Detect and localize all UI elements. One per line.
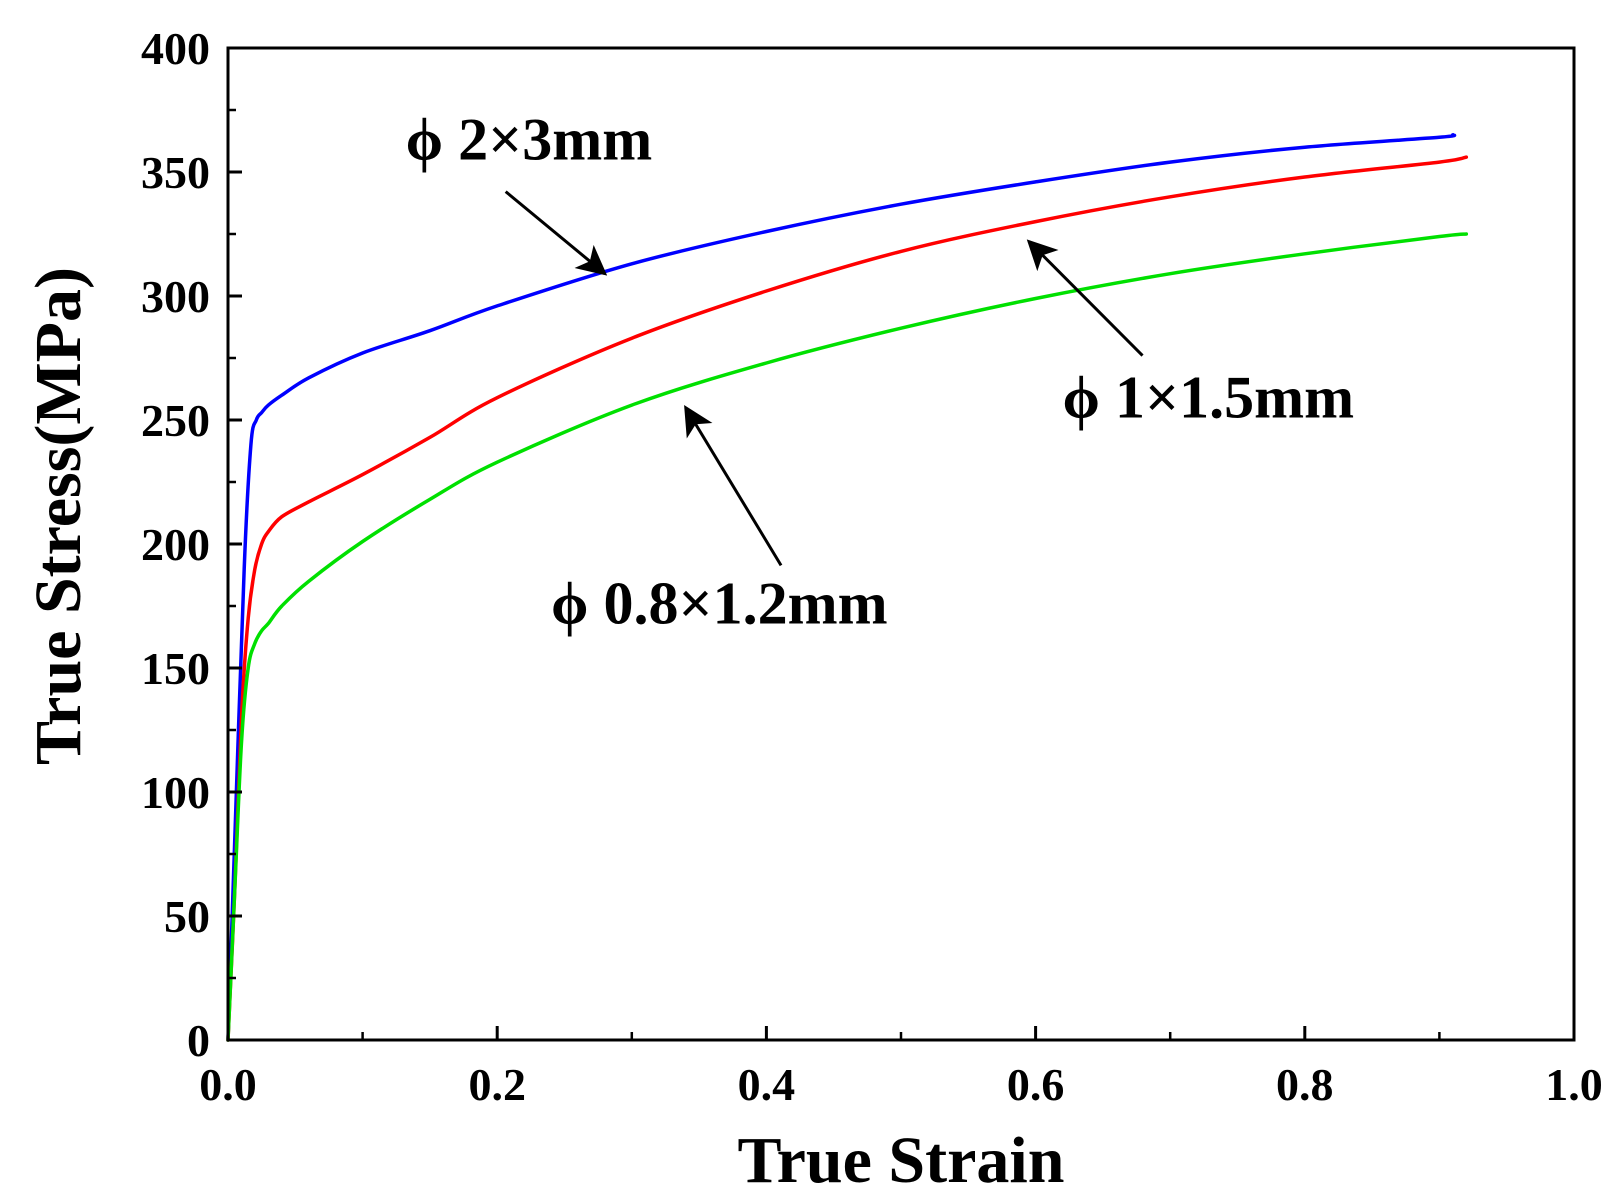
y-tick-label: 350 [141, 147, 210, 198]
y-tick-label: 50 [164, 891, 210, 942]
annotation-arrow-3 [684, 405, 783, 567]
y-tick-label: 300 [141, 271, 210, 322]
x-tick-label: 1.0 [1545, 1059, 1603, 1110]
series-annotation-1: ϕ 2×3mm [406, 107, 653, 173]
x-tick-label: 0.2 [468, 1059, 526, 1110]
x-tick-label: 0.0 [199, 1059, 257, 1110]
y-axis-title: True Stress(MPa) [22, 267, 95, 765]
y-axis: 0 50 100 150 200 250 300 350 400 [141, 23, 242, 1066]
series-line-3 [226, 232, 1469, 1042]
y-tick-label: 0 [187, 1015, 210, 1066]
annotations-layer: ϕ 2×3mm ϕ 1×1.5mm ϕ 0.8×1.2mm [406, 107, 1354, 637]
y-tick-label: 100 [141, 767, 210, 818]
y-tick-label: 250 [141, 395, 210, 446]
y-tick-label: 200 [141, 519, 210, 570]
y-tick-label: 400 [141, 23, 210, 74]
series-annotation-3: ϕ 0.8×1.2mm [551, 570, 888, 636]
annotation-arrow-1 [504, 190, 608, 276]
series-annotation-2: ϕ 1×1.5mm [1063, 365, 1355, 431]
curves-layer [226, 133, 1469, 1042]
x-tick-label: 0.8 [1276, 1059, 1334, 1110]
x-tick-label: 0.6 [1007, 1059, 1065, 1110]
plot-frame [226, 46, 1576, 1042]
annotation-arrow-2 [1026, 239, 1144, 357]
series-line-2 [226, 155, 1469, 1042]
y-tick-label: 150 [141, 643, 210, 694]
x-tick-label: 0.4 [738, 1059, 796, 1110]
x-axis: 0.0 0.2 0.4 0.6 0.8 1.0 [199, 1026, 1603, 1110]
series-line-1 [226, 133, 1457, 1042]
x-axis-title: True Strain [738, 1124, 1065, 1197]
